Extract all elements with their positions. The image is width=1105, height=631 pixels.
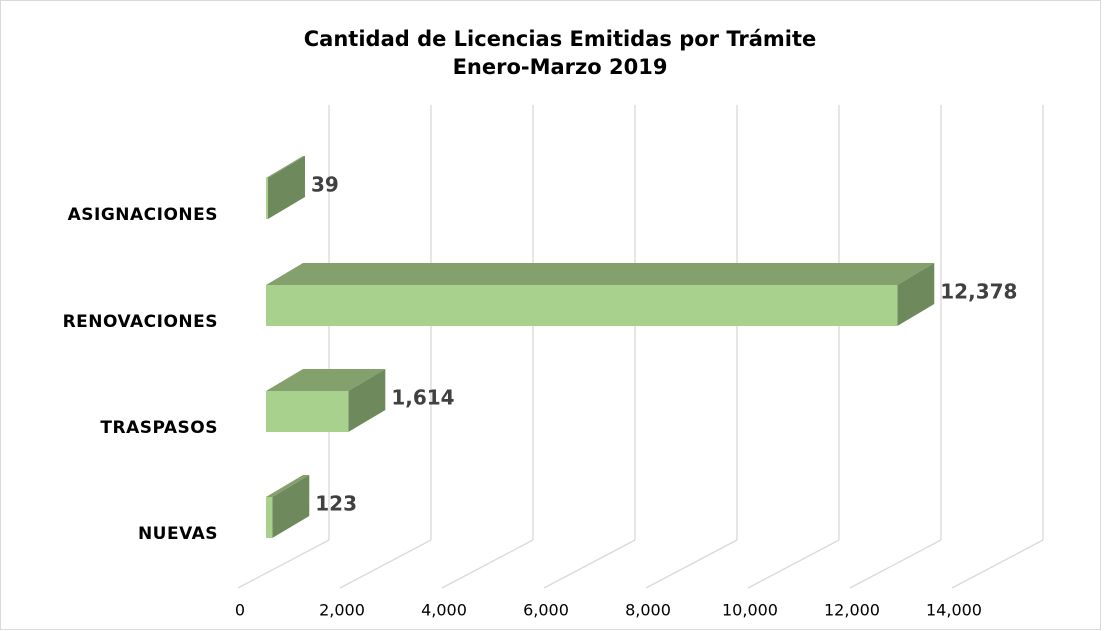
x-tick-label: 6,000 (523, 601, 569, 620)
bar-top (266, 263, 935, 285)
x-tick-label: 10,000 (722, 601, 778, 620)
bar-front (266, 497, 273, 538)
y-tick-label: TRASPASOS (100, 418, 218, 438)
grid-floor-line (747, 539, 840, 589)
x-tick-label: 8,000 (625, 601, 671, 620)
grid-floor-line (951, 539, 1044, 589)
chart-title: Cantidad de Licencias Emitidas por Trámi… (304, 27, 816, 51)
bar (266, 369, 386, 432)
x-tick-label: 14,000 (926, 601, 982, 620)
grid-floor-line (849, 539, 942, 589)
bar-side (897, 263, 935, 326)
bar (266, 475, 310, 538)
grid-floor-line (237, 539, 330, 589)
x-tick-label: 0 (235, 601, 245, 620)
x-tick-label: 4,000 (421, 601, 467, 620)
bar-top (266, 475, 310, 497)
data-label: 123 (315, 492, 357, 516)
bar-side (272, 475, 310, 538)
data-label: 1,614 (391, 386, 454, 410)
data-label: 12,378 (940, 280, 1017, 304)
grid-floor-line (441, 539, 534, 589)
x-tick-label: 12,000 (824, 601, 880, 620)
bar-front (266, 285, 898, 326)
x-tick-label: 2,000 (319, 601, 365, 620)
y-tick-label: RENOVACIONES (63, 312, 218, 332)
data-label: 39 (311, 173, 339, 197)
bar-front (266, 178, 268, 219)
bar-side (348, 369, 386, 432)
bar (266, 156, 305, 219)
bar-top (266, 369, 386, 391)
grid-floor-line (543, 539, 636, 589)
bar-front (266, 391, 349, 432)
grid-floor-line (645, 539, 738, 589)
bar (266, 263, 935, 326)
y-tick-label: NUEVAS (138, 524, 218, 544)
grid-floor-line (339, 539, 432, 589)
bar-top (266, 156, 305, 178)
y-tick-label: ASIGNACIONES (68, 205, 218, 225)
bar-side (267, 156, 305, 219)
chart-subtitle: Enero-Marzo 2019 (453, 55, 668, 79)
